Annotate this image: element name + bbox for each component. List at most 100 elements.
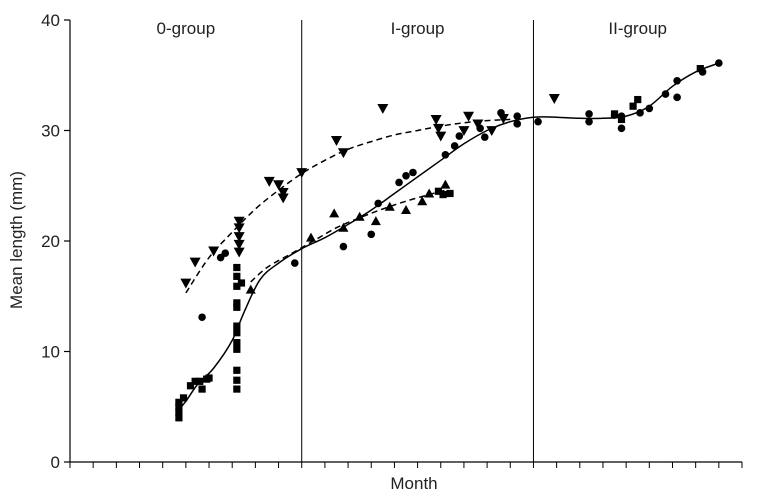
triangle-up-point [338,222,349,232]
square-point [175,414,183,422]
y-axis-label: Mean length (mm) [7,171,26,309]
triangle-up-point [401,205,411,215]
triangle-down-point [435,131,447,142]
circle-point [513,120,522,128]
x-axis-label: Month [390,474,437,493]
y-tick-label: 20 [41,232,60,251]
triangle-up-point [417,196,428,206]
circle-point [673,93,681,102]
circle-point [455,132,464,140]
triangle-down-point [263,176,275,187]
square-point [696,65,704,73]
square-point [233,345,241,353]
group-label: I-group [391,19,445,38]
square-point [233,272,241,280]
triangle-down-point [377,104,389,114]
labels: Month Mean length (mm) [7,171,438,493]
y-tick-label: 0 [51,453,60,472]
square-point [237,279,246,287]
dashed-fit-curve [250,189,446,283]
circle-point [661,90,670,98]
triangle-down-point [277,187,289,198]
y-tick-label: 10 [41,343,60,362]
group-label: II-group [608,19,667,38]
data-points [175,59,723,422]
square-point [233,322,241,330]
square-point [617,115,626,124]
square-point [446,189,454,198]
triangle-up-point [424,188,435,198]
triangle-down-point [497,113,509,124]
square-point [191,377,199,385]
triangle-down-point [233,216,245,227]
circle-point [673,76,681,85]
square-point [634,95,642,104]
circle-point [636,109,644,117]
triangle-up-point [245,284,256,294]
axes: 0 10 20 30 40 0-group I-group II-group [41,11,743,472]
square-point [629,102,637,110]
triangle-down-point [277,193,289,204]
square-point [233,329,241,337]
square-point [186,382,195,390]
triangle-up-point [354,211,365,221]
circle-point [409,168,417,177]
square-point [179,394,188,402]
circle-point [480,133,489,141]
triangle-down-point [296,168,308,178]
circle-point [450,142,459,150]
y-tick-label: 30 [41,122,60,141]
triangle-down-point [233,247,245,258]
square-point [610,110,619,118]
square-point [233,376,241,384]
circle-point [395,178,403,187]
square-point [434,187,443,195]
circle-point [221,249,230,257]
square-point [175,403,183,411]
circle-point [585,117,593,126]
circle-point [198,313,206,322]
triangle-up-point [305,232,316,242]
square-point [233,282,241,290]
triangle-down-point [208,246,220,257]
circle-point [585,110,593,118]
y-tick-label: 40 [41,11,60,30]
triangle-down-point [337,148,349,159]
circle-point [367,230,376,239]
circle-point [513,112,522,120]
circle-point [290,259,299,267]
square-point [233,385,241,393]
square-point [233,366,241,374]
group-label: 0-group [157,19,216,38]
square-point [439,190,447,199]
square-point [233,339,241,347]
triangle-up-point [440,179,451,189]
triangle-down-point [472,119,484,130]
circle-point [339,242,348,251]
square-point [196,377,204,385]
square-point [233,303,241,311]
circle-point [645,104,654,113]
circle-point [617,124,626,133]
triangle-up-point [329,208,340,218]
triangle-up-point [384,201,395,211]
triangle-down-point [233,232,245,243]
circle-point [534,117,542,126]
triangle-down-point [233,239,245,250]
triangle-down-point [180,278,192,289]
square-point [198,385,206,393]
circle-point [402,172,410,180]
triangle-down-point [233,223,245,234]
triangle-up-point [370,216,381,226]
triangle-down-point [273,180,285,191]
circle-point [441,151,450,159]
triangle-down-point [430,115,442,125]
triangle-down-point [486,126,498,136]
circle-point [715,59,723,67]
circle-point [374,199,382,208]
triangle-down-point [548,94,560,104]
square-point [205,374,213,382]
square-point [233,263,241,272]
triangle-down-point [463,111,475,122]
